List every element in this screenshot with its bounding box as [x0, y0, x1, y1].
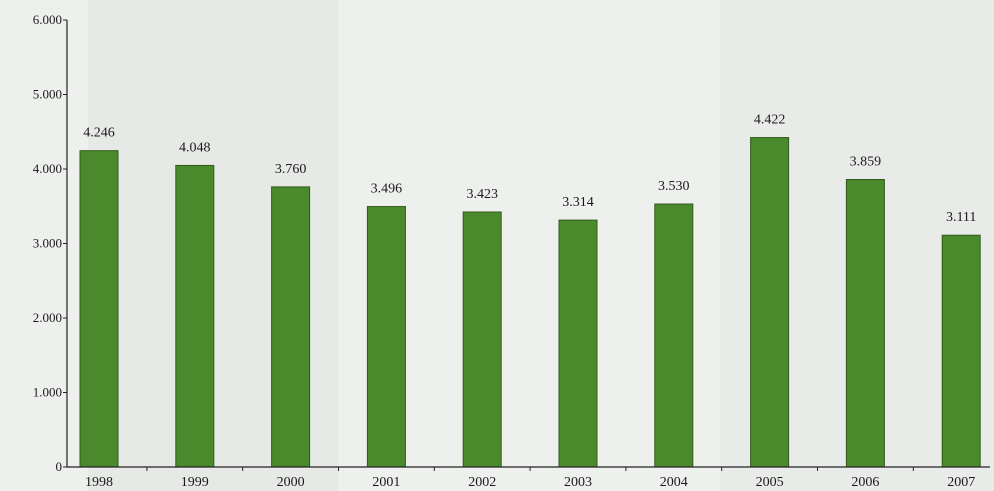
bars-group [79, 137, 981, 468]
x-tick-label-2006: 2006 [851, 475, 879, 490]
data-label-2002: 3.423 [466, 187, 498, 202]
x-tick-label-2004: 2004 [660, 475, 688, 490]
bar-1999 [175, 164, 215, 468]
data-labels-group: 4.246 4.048 3.760 3.496 3.423 3.314 3.530 4.422… [83, 113, 976, 226]
y-tick-label: 4.000 [33, 161, 62, 176]
data-label-2000: 3.760 [275, 162, 307, 177]
bar-1998 [79, 150, 119, 468]
data-label-2004: 3.530 [658, 179, 690, 194]
y-ticks-group: 0 1.000 2.000 3.000 4.000 5.000 6.000 [33, 12, 67, 474]
y-tick-label: 3.000 [33, 236, 62, 251]
bar-2001 [366, 206, 406, 468]
x-tick-label-1998: 1998 [85, 475, 113, 490]
y-tick-label: 0 [56, 459, 63, 474]
x-tick-label-2000: 2000 [277, 475, 305, 490]
x-tick-label-1999: 1999 [181, 475, 209, 490]
data-label-2007: 3.111 [946, 210, 976, 225]
bar-2002 [462, 211, 502, 468]
y-tick-label: 6.000 [33, 12, 62, 27]
bar-2005 [750, 137, 790, 468]
data-label-2006: 3.859 [850, 155, 882, 170]
bar-2007 [941, 234, 981, 468]
x-tick-label-2003: 2003 [564, 475, 592, 490]
bar-2000 [271, 186, 311, 468]
x-tick-label-2005: 2005 [756, 475, 784, 490]
bar-2003 [558, 219, 598, 468]
data-label-2001: 3.496 [371, 182, 403, 197]
bar-2006 [845, 179, 885, 468]
y-tick-label: 5.000 [33, 87, 62, 102]
data-label-2005: 4.422 [754, 113, 786, 128]
x-tick-label-2001: 2001 [372, 475, 400, 490]
bar-2004 [654, 203, 694, 468]
data-label-1998: 4.246 [83, 126, 115, 141]
data-label-2003: 3.314 [562, 195, 594, 210]
y-tick-label: 1.000 [33, 385, 62, 400]
data-label-1999: 4.048 [179, 140, 211, 155]
x-ticks-group: 1998 1999 2000 2001 2002 2003 2004 2005 2006 2007 [85, 467, 975, 490]
y-tick-label: 2.000 [33, 310, 62, 325]
x-tick-label-2007: 2007 [947, 475, 975, 490]
x-tick-label-2002: 2002 [468, 475, 496, 490]
